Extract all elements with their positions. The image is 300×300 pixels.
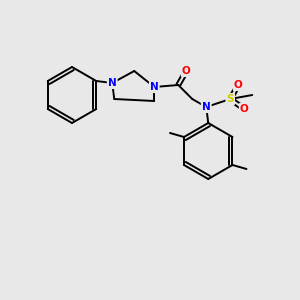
- Text: O: O: [182, 66, 190, 76]
- Text: O: O: [240, 104, 249, 114]
- Text: N: N: [108, 78, 117, 88]
- Text: N: N: [202, 102, 211, 112]
- Text: O: O: [234, 80, 243, 90]
- Text: N: N: [150, 82, 159, 92]
- Text: S: S: [226, 94, 234, 104]
